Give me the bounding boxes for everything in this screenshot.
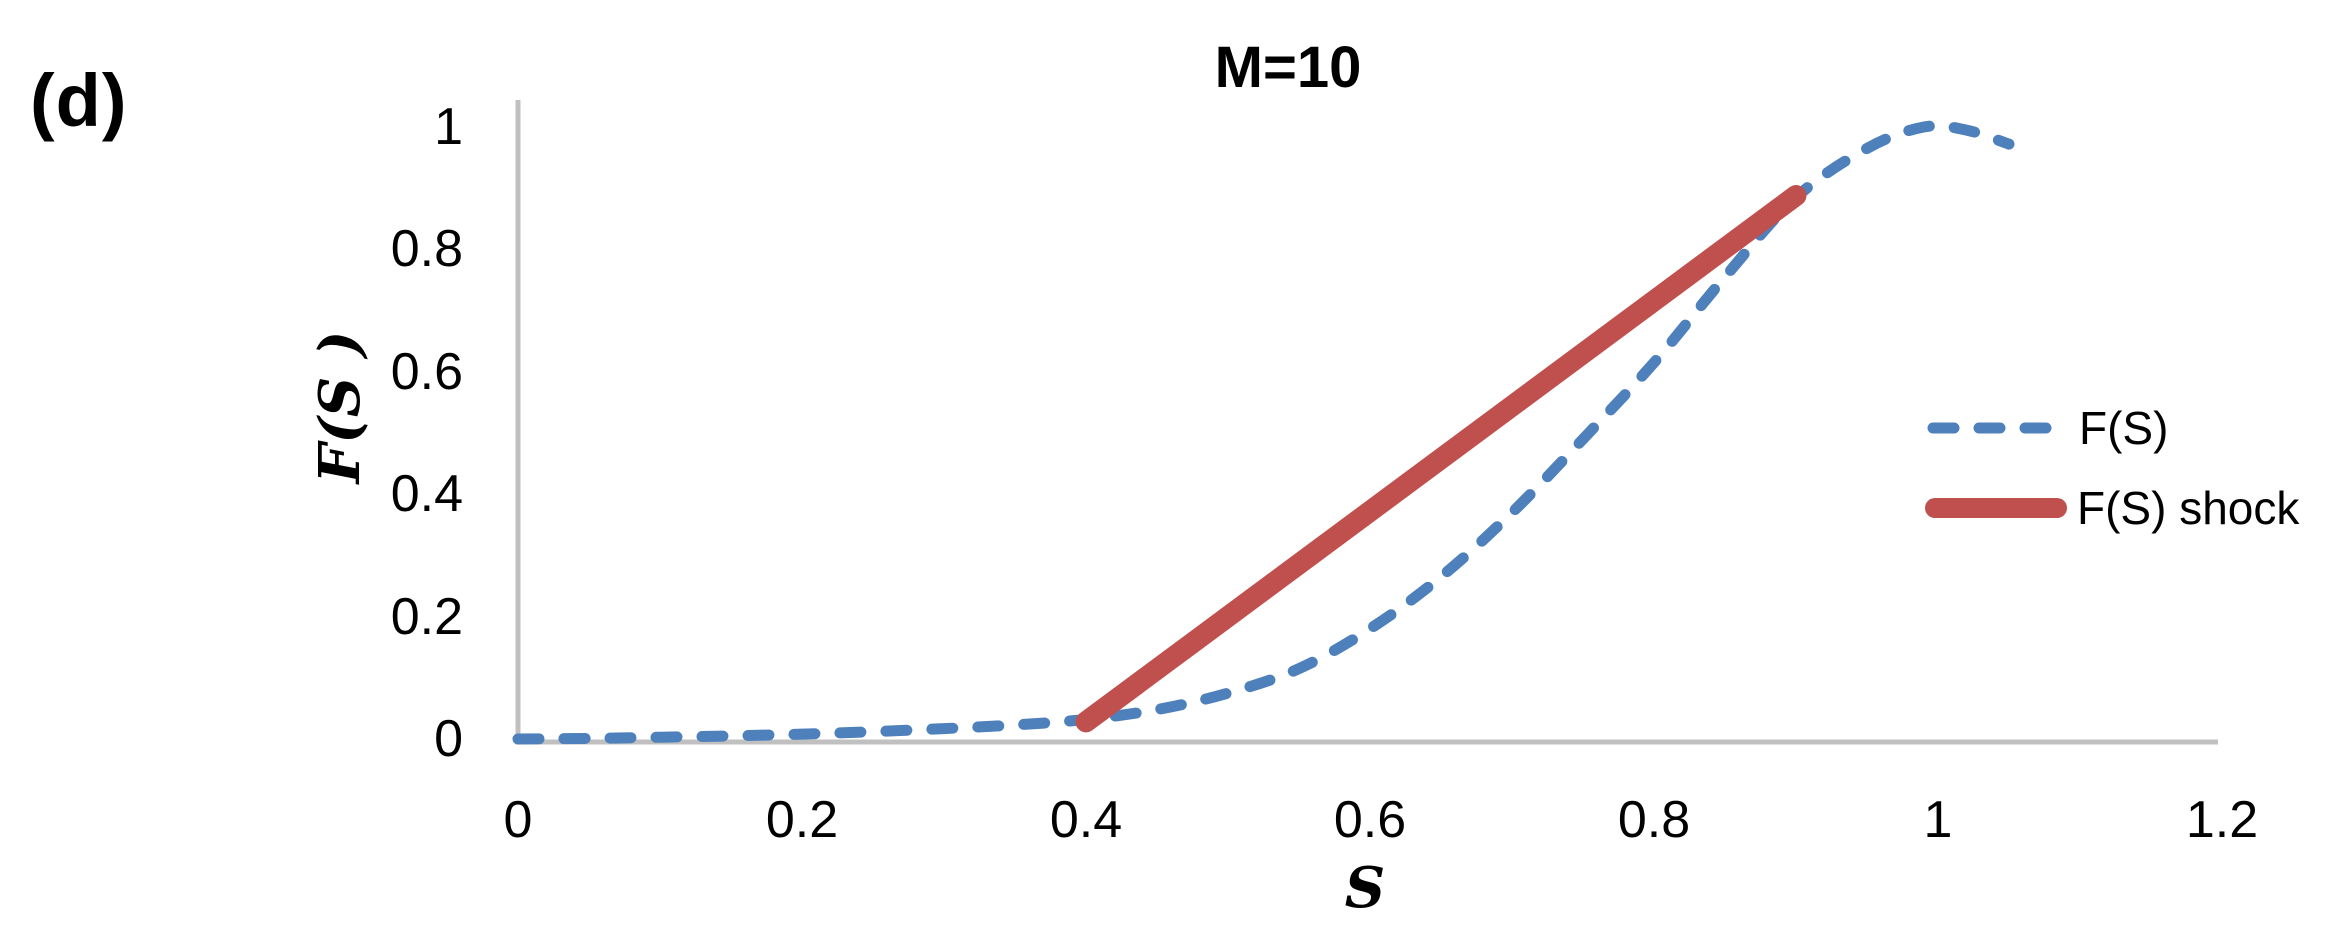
y-tick-label: 0.4 bbox=[390, 465, 463, 524]
x-tick-label: 0.6 bbox=[1333, 791, 1407, 849]
legend-item-shock: F(S) shock bbox=[1925, 478, 2299, 538]
x-tick-label: 0.2 bbox=[765, 791, 839, 849]
legend-label-fs: F(S) bbox=[2079, 402, 2169, 454]
x-axis-title: S bbox=[1344, 855, 1386, 921]
solid-line-icon bbox=[1925, 498, 2067, 518]
legend-item-fs: F(S) bbox=[1927, 398, 2168, 458]
x-tick-label: 0.4 bbox=[1049, 791, 1123, 849]
shock-line bbox=[1075, 185, 1807, 733]
y-tick-label: 0.2 bbox=[390, 587, 463, 646]
panel-label: (d) bbox=[30, 59, 128, 142]
y-tick-label: 1 bbox=[434, 98, 463, 156]
dashed-line-icon bbox=[1927, 422, 2069, 434]
chart-title: M=10 bbox=[1214, 35, 1362, 100]
x-tick-label: 0 bbox=[503, 791, 533, 849]
x-tick-label: 0.8 bbox=[1617, 791, 1691, 849]
legend-label-shock: F(S) shock bbox=[2077, 482, 2300, 534]
y-tick-label: 0.6 bbox=[390, 342, 463, 401]
fs-curve bbox=[512, 120, 2015, 745]
y-tick-label: 0 bbox=[434, 710, 463, 768]
y-tick-label: 0.8 bbox=[390, 220, 463, 279]
x-tick-label: 1 bbox=[1923, 791, 1953, 849]
x-tick-label: 1.2 bbox=[2185, 791, 2259, 849]
